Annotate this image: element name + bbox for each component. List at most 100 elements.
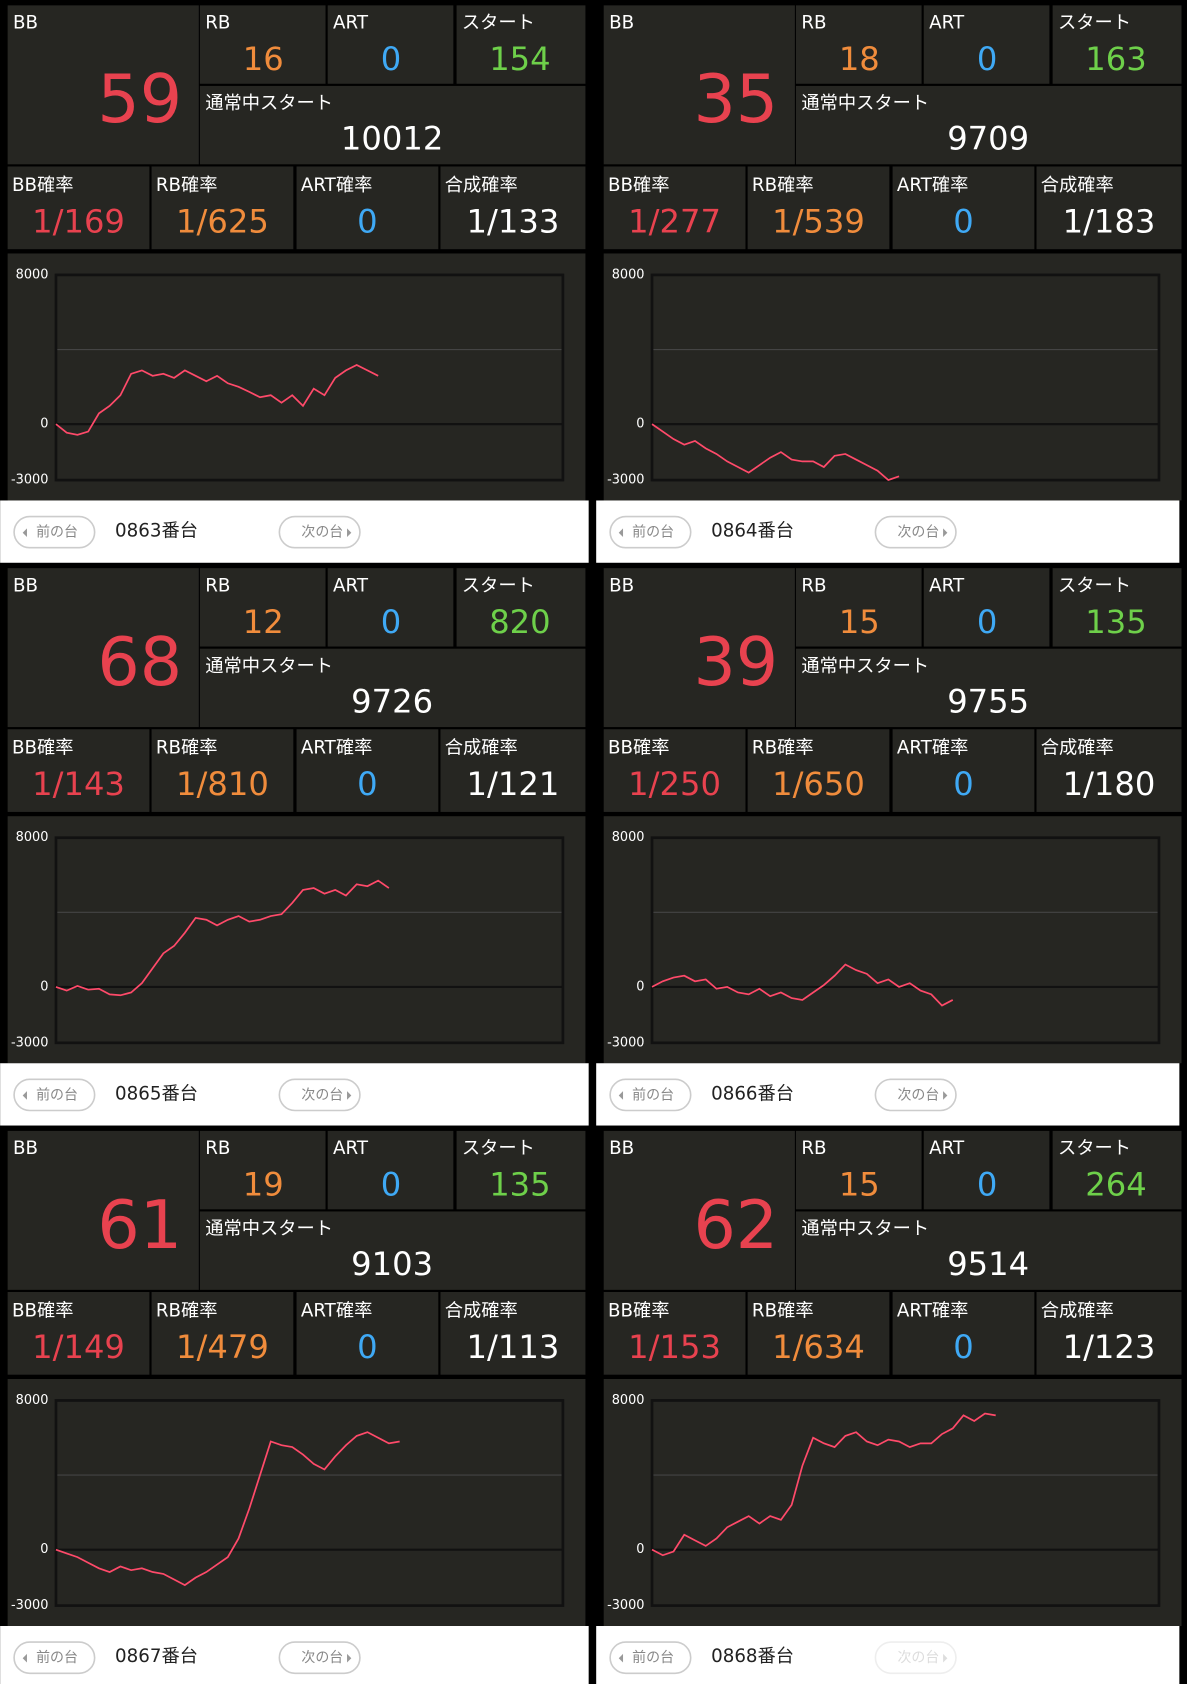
stat-label: ART bbox=[333, 1138, 369, 1159]
y-tick-label: 8000 bbox=[16, 1393, 49, 1408]
y-tick-label: 8000 bbox=[612, 830, 645, 845]
stat-cell bbox=[151, 729, 294, 812]
stat-cell bbox=[747, 729, 890, 812]
stat-cell bbox=[151, 166, 294, 250]
stat-cell bbox=[199, 648, 586, 728]
stat-cell bbox=[151, 1291, 294, 1375]
y-tick-label: -3000 bbox=[607, 1598, 644, 1613]
stat-cell bbox=[7, 1291, 150, 1375]
next-button-arrow bbox=[347, 1091, 352, 1100]
y-tick-label: 0 bbox=[40, 1542, 48, 1557]
plot-frame bbox=[54, 273, 565, 482]
prev-button[interactable] bbox=[13, 1641, 96, 1675]
prev-button[interactable] bbox=[609, 515, 692, 549]
stat-cell bbox=[440, 729, 586, 812]
stat-cell bbox=[1052, 568, 1182, 647]
stat-label: ART確率 bbox=[897, 738, 969, 759]
stat-value: 0 bbox=[381, 1166, 402, 1204]
stat-label: 通常中スタート bbox=[205, 93, 333, 114]
stat-value: 1/113 bbox=[467, 1328, 560, 1366]
y-tick-label: 0 bbox=[40, 417, 48, 432]
stat-value: 0 bbox=[977, 603, 998, 641]
stat-label: RB確率 bbox=[752, 1300, 814, 1321]
plot-frame bbox=[650, 273, 1161, 482]
y-tick-label: -3000 bbox=[11, 473, 48, 488]
stat-label: RB bbox=[205, 13, 230, 34]
stat-cell bbox=[7, 1130, 199, 1290]
stat-cell bbox=[923, 5, 1050, 84]
stat-label: ART bbox=[929, 1138, 965, 1159]
plot-frame bbox=[54, 836, 565, 1045]
stat-value: 9755 bbox=[947, 682, 1029, 720]
stat-value: 0 bbox=[381, 40, 402, 78]
y-tick-label: 0 bbox=[636, 979, 644, 994]
stat-cell bbox=[199, 1130, 326, 1210]
stat-cell bbox=[327, 1130, 454, 1210]
stat-value: 9726 bbox=[351, 682, 433, 720]
prev-button-label: 前の台 bbox=[36, 1649, 78, 1666]
stat-cell bbox=[795, 5, 922, 84]
stat-label: ART確率 bbox=[897, 175, 969, 196]
stat-cell bbox=[7, 729, 150, 812]
stat-value: 10012 bbox=[341, 120, 443, 158]
stat-value: 18 bbox=[839, 40, 880, 78]
stat-cell bbox=[795, 1130, 922, 1210]
stat-value: 0 bbox=[953, 1328, 974, 1366]
next-button[interactable] bbox=[874, 515, 957, 549]
next-button-label: 次の台 bbox=[301, 1087, 343, 1103]
line-series bbox=[55, 364, 379, 436]
stat-label: 通常中スタート bbox=[801, 656, 929, 677]
stat-cell bbox=[440, 166, 586, 250]
stat-label: BB確率 bbox=[608, 1300, 670, 1321]
next-button[interactable] bbox=[278, 1078, 361, 1112]
stat-value: 1/133 bbox=[467, 202, 560, 240]
stat-cell bbox=[892, 166, 1035, 250]
stat-label: ART bbox=[333, 13, 369, 34]
stat-label: ART bbox=[929, 575, 965, 596]
stat-label: BB確率 bbox=[608, 175, 670, 196]
stat-label: 合成確率 bbox=[445, 738, 518, 759]
stat-cell bbox=[747, 1291, 890, 1375]
stat-value: 135 bbox=[489, 1166, 550, 1204]
stat-value: 0 bbox=[977, 1166, 998, 1204]
stat-value: 12 bbox=[243, 603, 284, 641]
next-button[interactable] bbox=[278, 515, 361, 549]
y-tick-label: 0 bbox=[636, 417, 644, 432]
stat-value: 1/479 bbox=[176, 1328, 269, 1366]
prev-button[interactable] bbox=[609, 1641, 692, 1675]
next-button-arrow bbox=[943, 1653, 948, 1663]
prev-button-arrow bbox=[618, 1091, 624, 1100]
prev-button[interactable] bbox=[13, 1078, 96, 1112]
chart-background bbox=[603, 1378, 1182, 1627]
stat-label: BB確率 bbox=[608, 738, 670, 759]
prev-button-arrow bbox=[618, 1653, 624, 1663]
next-button[interactable] bbox=[874, 1078, 957, 1112]
y-tick-label: 0 bbox=[636, 1542, 644, 1557]
stat-cell bbox=[1036, 729, 1182, 812]
stat-label: スタート bbox=[462, 1138, 535, 1159]
stat-cell bbox=[456, 5, 586, 84]
stat-cell bbox=[603, 166, 746, 250]
stat-cell bbox=[1052, 5, 1182, 84]
stat-cell bbox=[1036, 1291, 1182, 1375]
stat-value: 135 bbox=[1085, 603, 1146, 641]
stat-label: ART確率 bbox=[301, 175, 373, 196]
stat-value: 1/277 bbox=[628, 202, 721, 240]
next-button[interactable] bbox=[874, 1641, 957, 1675]
prev-button[interactable] bbox=[13, 515, 96, 549]
stat-cell bbox=[795, 1211, 1182, 1290]
prev-button[interactable] bbox=[609, 1078, 692, 1112]
stat-cell bbox=[327, 5, 454, 84]
stat-label: ART確率 bbox=[301, 1300, 373, 1321]
next-button[interactable] bbox=[278, 1641, 361, 1675]
stat-label: 通常中スタート bbox=[801, 93, 929, 114]
stat-label: スタート bbox=[1058, 575, 1131, 596]
plot-frame bbox=[54, 1399, 565, 1607]
stat-label: 合成確率 bbox=[1041, 738, 1114, 759]
stat-label: スタート bbox=[1058, 1138, 1131, 1159]
y-tick-label: -3000 bbox=[11, 1035, 48, 1050]
stat-value: 9709 bbox=[947, 120, 1029, 158]
stat-value: 1/149 bbox=[32, 1328, 125, 1366]
next-button-arrow bbox=[347, 528, 352, 537]
stat-value: 62 bbox=[693, 1186, 778, 1264]
